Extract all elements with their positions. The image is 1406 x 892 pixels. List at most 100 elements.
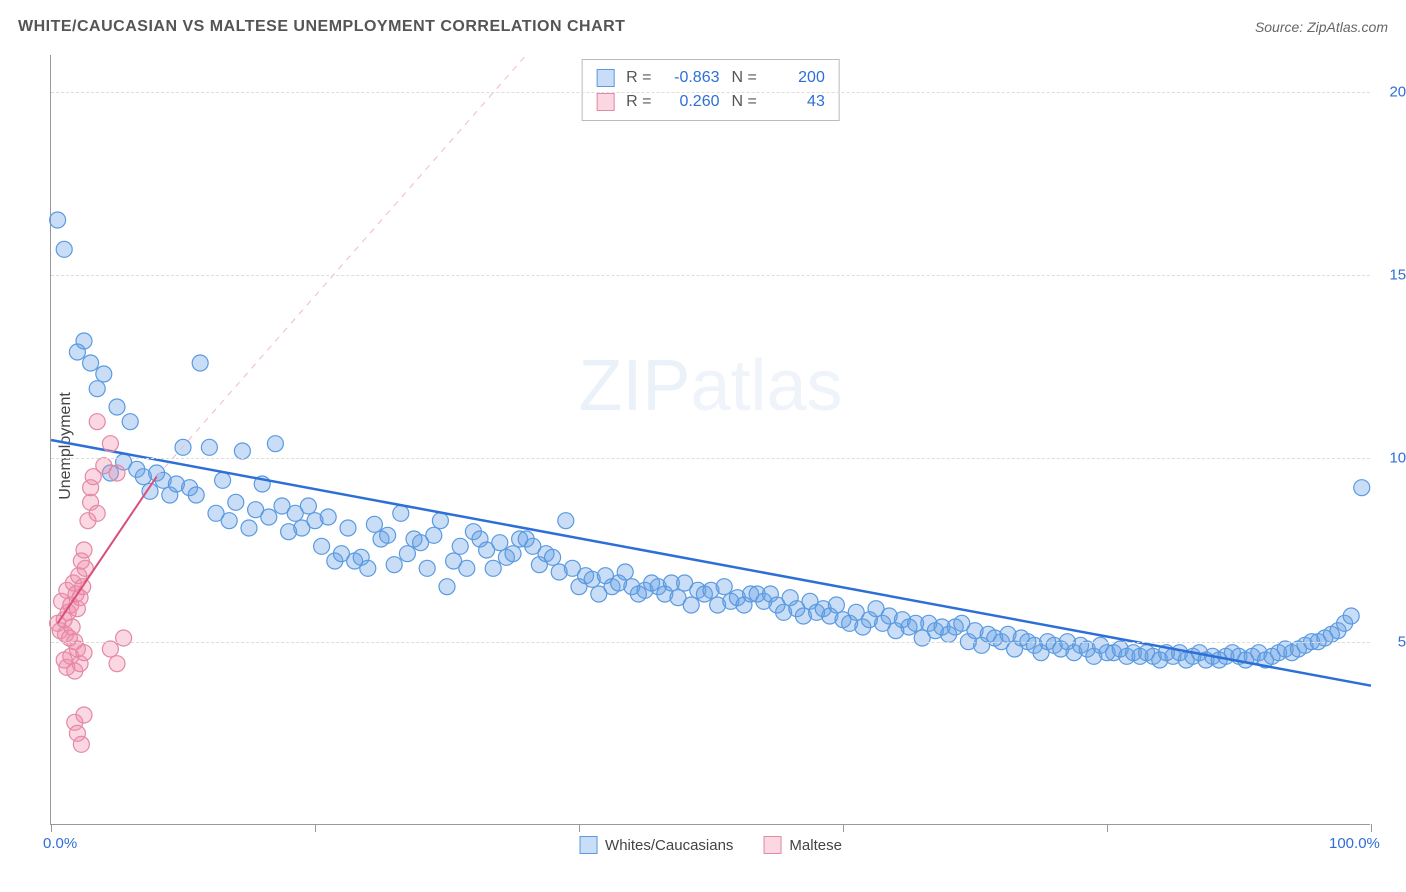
data-point — [360, 560, 376, 576]
stat-n-label: N = — [732, 66, 757, 90]
data-point — [109, 656, 125, 672]
data-point — [109, 465, 125, 481]
stat-n-value: 43 — [769, 90, 825, 114]
gridline-h — [51, 458, 1370, 459]
y-tick-label: 5.0% — [1398, 633, 1406, 650]
data-point — [221, 513, 237, 529]
gridline-h — [51, 642, 1370, 643]
data-point — [683, 597, 699, 613]
data-point — [320, 509, 336, 525]
stat-n-label: N = — [732, 90, 757, 114]
legend-item: Whites/Caucasians — [579, 836, 733, 854]
legend: Whites/Caucasians Maltese — [579, 836, 842, 854]
series-swatch — [596, 93, 614, 111]
stats-row: R = -0.863 N = 200 — [596, 66, 825, 90]
data-point — [419, 560, 435, 576]
stats-row: R = 0.260 N = 43 — [596, 90, 825, 114]
stat-n-value: 200 — [769, 66, 825, 90]
data-point — [64, 619, 80, 635]
legend-swatch — [579, 836, 597, 854]
data-point — [83, 480, 99, 496]
data-point — [76, 645, 92, 661]
data-point — [89, 505, 105, 521]
data-point — [1343, 608, 1359, 624]
data-point — [73, 736, 89, 752]
data-point — [558, 513, 574, 529]
stats-box: R = -0.863 N = 200 R = 0.260 N = 43 — [581, 59, 840, 121]
stat-r-label: R = — [626, 90, 651, 114]
data-point — [399, 546, 415, 562]
data-point — [492, 535, 508, 551]
data-point — [83, 355, 99, 371]
source-label: Source: ZipAtlas.com — [1255, 19, 1388, 35]
y-tick-label: 15.0% — [1389, 267, 1406, 284]
x-tick-label: 100.0% — [1329, 835, 1380, 852]
data-point — [76, 542, 92, 558]
data-point — [116, 630, 132, 646]
data-point — [505, 546, 521, 562]
data-point — [201, 439, 217, 455]
data-point — [617, 564, 633, 580]
stat-r-label: R = — [626, 66, 651, 90]
data-point — [76, 333, 92, 349]
x-tick — [51, 824, 52, 832]
data-point — [485, 560, 501, 576]
x-tick-label: 0.0% — [43, 835, 77, 852]
gridline-h — [51, 92, 1370, 93]
plot-area: ZIPatlas R =-0.863N =200R =0.260N =43 Wh… — [50, 55, 1370, 825]
x-tick — [579, 824, 580, 832]
data-point — [267, 436, 283, 452]
data-point — [102, 436, 118, 452]
x-tick — [1107, 824, 1108, 832]
data-point — [96, 366, 112, 382]
legend-label: Whites/Caucasians — [605, 837, 733, 854]
data-point — [234, 443, 250, 459]
stat-r-value: -0.863 — [664, 66, 720, 90]
trend-line — [51, 440, 1371, 686]
data-point — [393, 505, 409, 521]
legend-label: Maltese — [789, 837, 842, 854]
data-point — [828, 597, 844, 613]
data-point — [261, 509, 277, 525]
data-point — [314, 538, 330, 554]
x-tick — [315, 824, 316, 832]
data-point — [716, 579, 732, 595]
gridline-h — [51, 275, 1370, 276]
data-point — [459, 560, 475, 576]
data-point — [76, 707, 92, 723]
chart-title: WHITE/CAUCASIAN VS MALTESE UNEMPLOYMENT … — [18, 18, 625, 36]
data-point — [89, 414, 105, 430]
chart-svg — [51, 55, 1370, 824]
data-point — [228, 494, 244, 510]
legend-item: Maltese — [763, 836, 842, 854]
data-point — [380, 527, 396, 543]
data-point — [426, 527, 442, 543]
series-swatch — [596, 69, 614, 87]
data-point — [545, 549, 561, 565]
data-point — [89, 381, 105, 397]
data-point — [439, 579, 455, 595]
data-point — [1354, 480, 1370, 496]
data-point — [452, 538, 468, 554]
data-point — [56, 241, 72, 257]
data-point — [102, 641, 118, 657]
y-tick-label: 10.0% — [1389, 450, 1406, 467]
data-point — [188, 487, 204, 503]
data-point — [175, 439, 191, 455]
data-point — [192, 355, 208, 371]
stat-r-value: 0.260 — [664, 90, 720, 114]
data-point — [122, 414, 138, 430]
header: WHITE/CAUCASIAN VS MALTESE UNEMPLOYMENT … — [18, 18, 1388, 36]
data-point — [109, 399, 125, 415]
data-point — [340, 520, 356, 536]
data-point — [366, 516, 382, 532]
legend-swatch — [763, 836, 781, 854]
x-tick — [843, 824, 844, 832]
data-point — [50, 212, 66, 228]
data-point — [241, 520, 257, 536]
data-point — [215, 472, 231, 488]
x-tick — [1371, 824, 1372, 832]
data-point — [432, 513, 448, 529]
trend-line — [58, 477, 157, 624]
trend-line-extended — [157, 55, 527, 477]
